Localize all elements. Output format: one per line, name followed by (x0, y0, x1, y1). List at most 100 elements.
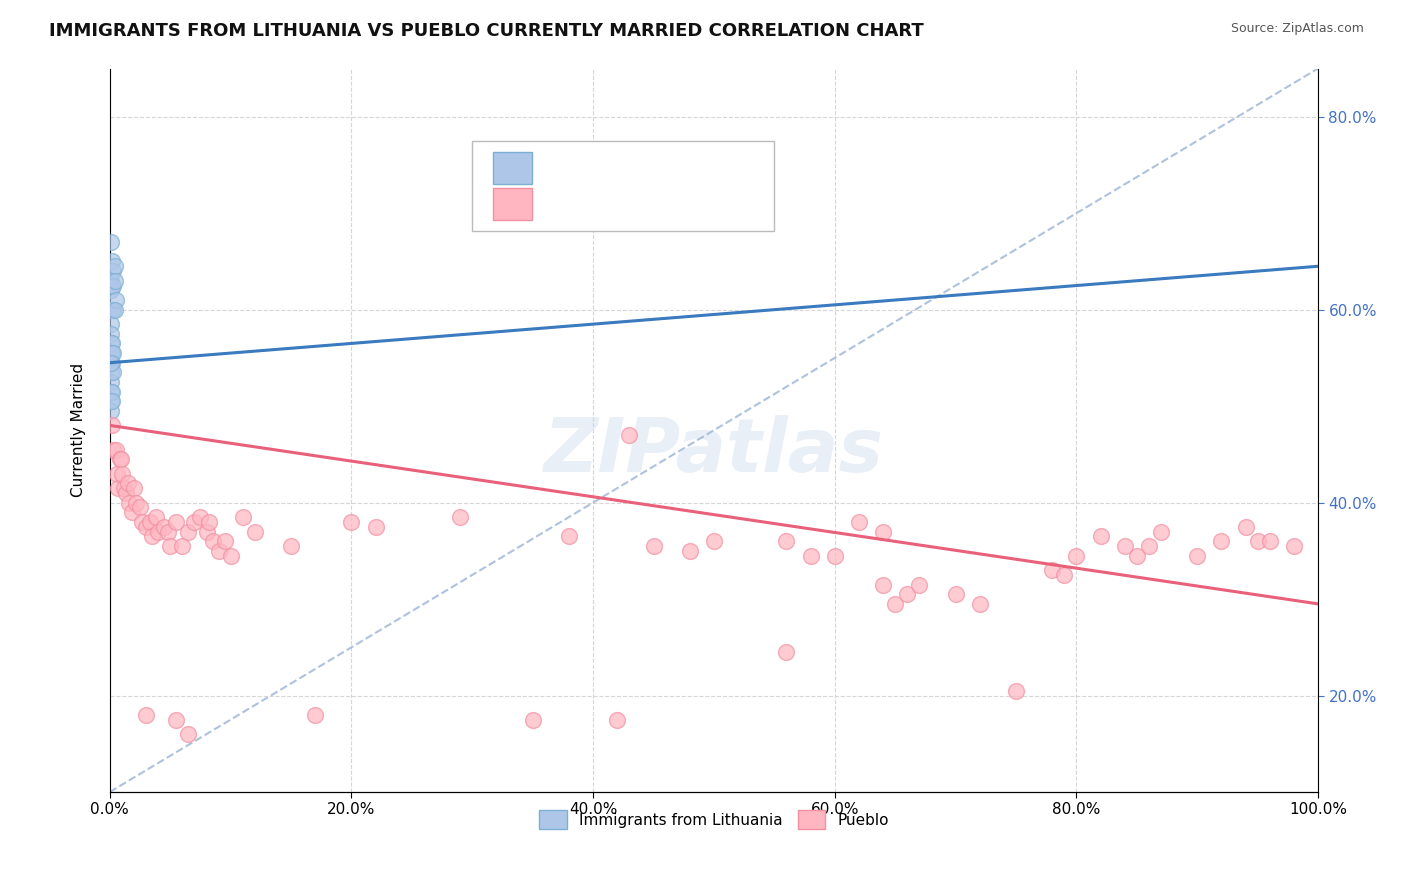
Point (207, 544, 229, 558)
Point (104, 302, 127, 317)
Point (1282, 539, 1305, 553)
Point (340, 515, 363, 529)
Point (121, 505, 143, 519)
Point (1005, 683, 1028, 698)
Point (643, 539, 665, 553)
Point (558, 529, 581, 543)
Point (125, 495, 148, 509)
Point (165, 713, 187, 727)
Text: R =   0.177   N = 30: R = 0.177 N = 30 (543, 161, 690, 175)
Point (872, 577, 894, 591)
Text: ZIPatlas: ZIPatlas (544, 416, 884, 489)
Point (1211, 534, 1233, 549)
Point (103, 302, 125, 317)
Point (165, 515, 187, 529)
Point (177, 524, 200, 539)
Point (103, 278, 125, 293)
Point (619, 428, 641, 442)
Point (172, 539, 194, 553)
Point (679, 544, 702, 558)
Point (159, 539, 181, 553)
Point (100, 336, 122, 351)
Point (1150, 524, 1173, 539)
Legend: Immigrants from Lithuania, Pueblo: Immigrants from Lithuania, Pueblo (533, 804, 896, 835)
Point (101, 302, 124, 317)
Point (100, 274, 122, 288)
Point (703, 534, 725, 549)
Point (100, 346, 122, 360)
Point (103, 264, 125, 278)
Point (104, 274, 127, 288)
Point (1040, 563, 1063, 577)
Point (1114, 539, 1136, 553)
Point (103, 442, 125, 457)
Point (177, 727, 200, 741)
Point (101, 394, 124, 409)
Point (908, 577, 931, 591)
Point (118, 495, 141, 509)
Point (1258, 534, 1281, 549)
Point (872, 524, 894, 539)
Point (304, 707, 326, 722)
Point (107, 481, 129, 495)
Point (100, 365, 122, 379)
Point (449, 510, 471, 524)
Point (101, 356, 124, 370)
Point (195, 524, 218, 539)
Point (111, 467, 134, 481)
Point (1066, 549, 1088, 563)
Point (100, 356, 122, 370)
Point (104, 259, 127, 273)
Point (243, 524, 266, 539)
Point (100, 404, 122, 418)
Point (117, 476, 139, 491)
Point (775, 645, 797, 659)
Point (775, 534, 797, 549)
FancyBboxPatch shape (494, 152, 531, 184)
Point (129, 500, 152, 515)
Text: R = -0.483   N = 75: R = -0.483 N = 75 (543, 196, 686, 211)
Point (1185, 549, 1208, 563)
Y-axis label: Currently Married: Currently Married (72, 363, 86, 498)
Point (100, 317, 122, 331)
Point (101, 418, 124, 433)
Point (100, 284, 122, 298)
Point (122, 481, 145, 495)
Point (945, 587, 967, 601)
Point (135, 519, 157, 533)
Point (214, 534, 236, 549)
Point (101, 278, 124, 293)
Text: Source: ZipAtlas.com: Source: ZipAtlas.com (1230, 22, 1364, 36)
Point (1246, 534, 1268, 549)
Point (198, 515, 221, 529)
Point (101, 254, 124, 268)
Point (101, 346, 124, 360)
Point (364, 519, 387, 533)
Point (219, 549, 242, 563)
Point (100, 235, 122, 249)
Point (190, 510, 212, 524)
Point (148, 524, 170, 539)
Point (100, 394, 122, 409)
Point (280, 539, 302, 553)
Text: IMMIGRANTS FROM LITHUANIA VS PUEBLO CURRENTLY MARRIED CORRELATION CHART: IMMIGRANTS FROM LITHUANIA VS PUEBLO CURR… (49, 22, 924, 40)
Point (1234, 519, 1257, 533)
Point (1053, 568, 1076, 582)
Point (101, 336, 124, 351)
Point (800, 549, 823, 563)
Point (101, 384, 124, 399)
Point (100, 375, 122, 389)
Point (232, 510, 254, 524)
FancyBboxPatch shape (472, 141, 775, 231)
Point (103, 365, 125, 379)
Point (848, 515, 870, 529)
Point (884, 597, 907, 611)
Point (969, 597, 991, 611)
Point (135, 707, 157, 722)
Point (105, 467, 128, 481)
Point (114, 486, 136, 500)
Point (183, 515, 205, 529)
Point (1126, 549, 1149, 563)
Point (522, 713, 544, 727)
Point (824, 549, 846, 563)
